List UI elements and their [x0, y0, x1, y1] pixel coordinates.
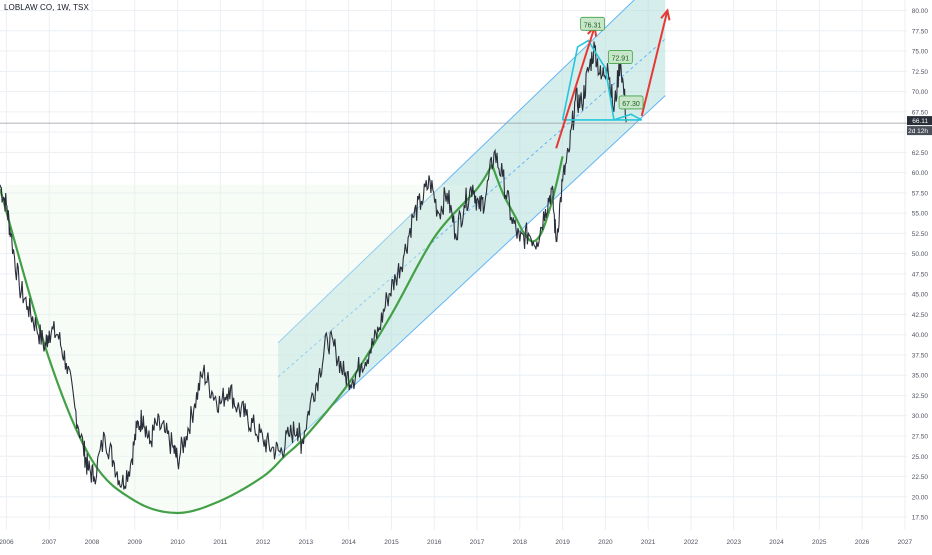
time-axis-label: 2006 [0, 539, 14, 546]
time-axis-label: 2014 [341, 539, 356, 546]
time-axis-label: 2013 [299, 539, 314, 546]
label-layer: 76.31 72.91 67.30 [580, 16, 644, 110]
trend-channel-upper-line [277, 0, 635, 344]
time-axis-label: 2026 [855, 539, 870, 546]
time-axis-label: 2016 [427, 539, 442, 546]
price-axis-label: 25.00 [912, 454, 929, 461]
time-axis-label: 2015 [384, 539, 399, 546]
time-axis-label: 2025 [812, 539, 827, 546]
time-axis-label: 2018 [513, 539, 528, 546]
time-axis-label: 2012 [256, 539, 271, 546]
trend-channel-lower-line [277, 95, 666, 457]
price-axis-label: 47.50 [912, 271, 929, 278]
countdown-value: 2d 12h [908, 128, 928, 135]
price-axis-label: 70.00 [912, 89, 929, 96]
pattern-price-label: 67.30 [622, 101, 640, 108]
price-axis-label: 77.50 [912, 28, 929, 35]
price-axis-label: 40.00 [912, 332, 929, 339]
price-axis-label: 55.00 [912, 211, 929, 218]
price-axis-label: 57.50 [912, 190, 929, 197]
price-axis-label: 30.00 [912, 413, 929, 420]
cup-curve [0, 163, 493, 515]
price-axis-label: 45.00 [912, 292, 929, 299]
countdown-badge [907, 126, 932, 136]
pattern-price-tag [618, 95, 644, 110]
price-line [0, 41, 628, 490]
target-arrow-2 [640, 10, 669, 117]
chart-pattern-line [561, 39, 643, 121]
price-axis-label: 52.50 [912, 231, 929, 238]
time-axis-label: 2021 [641, 539, 656, 546]
price-axis-label: 27.50 [912, 433, 929, 440]
price-axis-label: 62.50 [912, 150, 929, 157]
price-axis-label: 80.00 [912, 8, 929, 15]
time-axis-label: 2010 [170, 539, 185, 546]
target-arrowhead-2 [660, 8, 671, 21]
price-axis-label: 67.50 [912, 109, 929, 116]
symbol-title: LOBLAW CO, 1W, TSX [4, 3, 89, 12]
time-axis-label: 2007 [42, 539, 57, 546]
pattern-price-tag [580, 16, 605, 31]
price-axis-label: 32.50 [912, 393, 929, 400]
price-axis-label: 22.50 [912, 474, 929, 481]
time-axis-label: 2017 [470, 539, 485, 546]
pattern-price-label: 72.91 [612, 56, 630, 63]
price-axis-label: 17.50 [912, 515, 929, 522]
price-axis-label: 42.50 [912, 312, 929, 319]
price-axis-label: 37.50 [912, 352, 929, 359]
price-axis-label: 35.00 [912, 373, 929, 380]
trend-channel-middle-line [277, 38, 666, 378]
pattern-layer [561, 39, 643, 121]
time-axis-label: 2009 [128, 539, 143, 546]
pattern-price-label: 76.31 [584, 22, 602, 29]
time-axis-label: 2020 [598, 539, 613, 546]
time-axis-label: 2019 [555, 539, 570, 546]
time-axis-bg [0, 530, 932, 550]
last-price-value: 66.11 [912, 118, 928, 125]
price-axis-label: 75.00 [912, 49, 929, 56]
time-axis-label: 2023 [726, 539, 741, 546]
price-axis-bg [907, 0, 932, 550]
cup-area [0, 164, 493, 513]
time-axis-label: 2011 [213, 539, 227, 546]
last-price-badge [907, 116, 932, 126]
time-axis-label: 2022 [684, 539, 699, 546]
price-axis-label: 60.00 [912, 170, 929, 177]
time-axis-label: 2027 [898, 539, 913, 546]
price-axis-label: 20.00 [912, 494, 929, 501]
time-axis-label: 2024 [769, 539, 784, 546]
price-layer [0, 41, 907, 490]
price-axis-label: 72.50 [912, 69, 929, 76]
target-arrow-1 [555, 26, 596, 149]
price-axis-label: 50.00 [912, 251, 929, 258]
time-axis-label: 2008 [85, 539, 100, 546]
pattern-price-tag [607, 50, 633, 64]
